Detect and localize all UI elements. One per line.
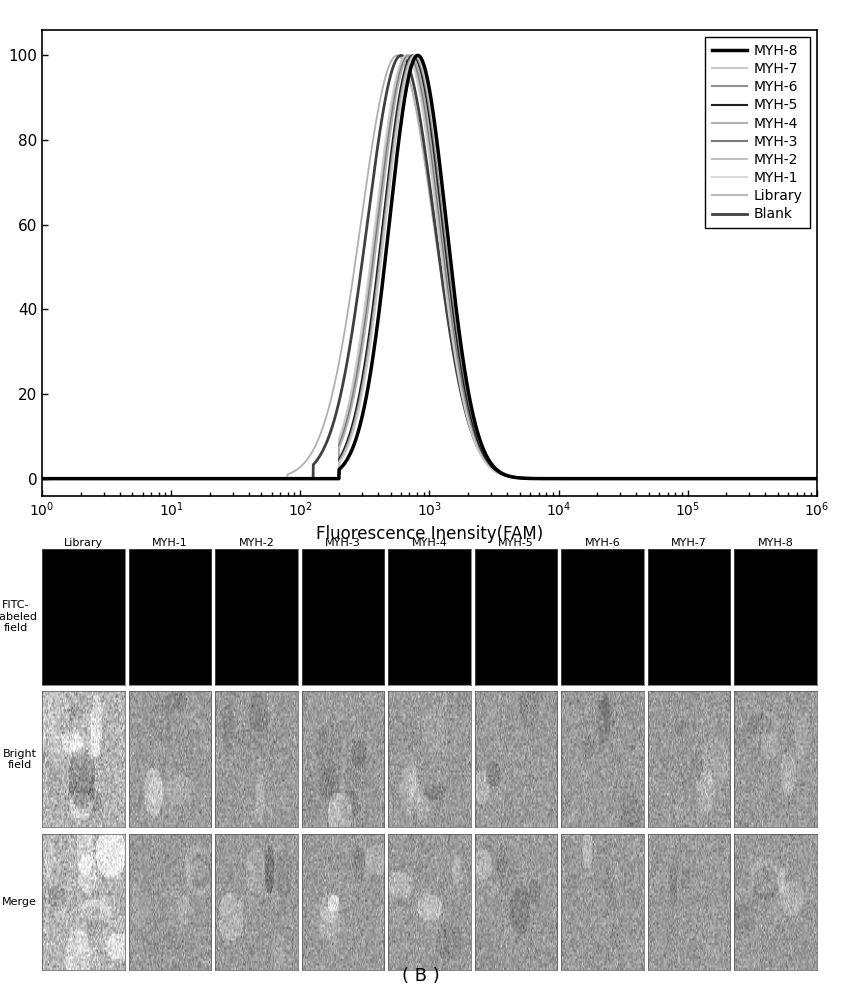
Title: MYH-2: MYH-2 <box>238 538 274 548</box>
Y-axis label: Bright
field: Bright field <box>3 749 36 770</box>
Y-axis label: % of Max: % of Max <box>0 225 3 301</box>
Text: ( B ): ( B ) <box>402 967 440 985</box>
Title: Library: Library <box>64 538 103 548</box>
Y-axis label: Merge: Merge <box>2 897 36 907</box>
Y-axis label: FITC-
labeled
field: FITC- labeled field <box>0 600 36 633</box>
Text: ( A ): ( A ) <box>411 561 448 579</box>
Title: MYH-1: MYH-1 <box>152 538 188 548</box>
Title: MYH-3: MYH-3 <box>325 538 360 548</box>
Title: MYH-6: MYH-6 <box>584 538 621 548</box>
Title: MYH-4: MYH-4 <box>412 538 447 548</box>
Title: MYH-7: MYH-7 <box>671 538 707 548</box>
Title: MYH-5: MYH-5 <box>498 538 534 548</box>
X-axis label: Fluorescence Inensity(FAM): Fluorescence Inensity(FAM) <box>316 525 543 543</box>
Legend: MYH-8, MYH-7, MYH-6, MYH-5, MYH-4, MYH-3, MYH-2, MYH-1, Library, Blank: MYH-8, MYH-7, MYH-6, MYH-5, MYH-4, MYH-3… <box>706 37 810 228</box>
Title: MYH-8: MYH-8 <box>758 538 793 548</box>
